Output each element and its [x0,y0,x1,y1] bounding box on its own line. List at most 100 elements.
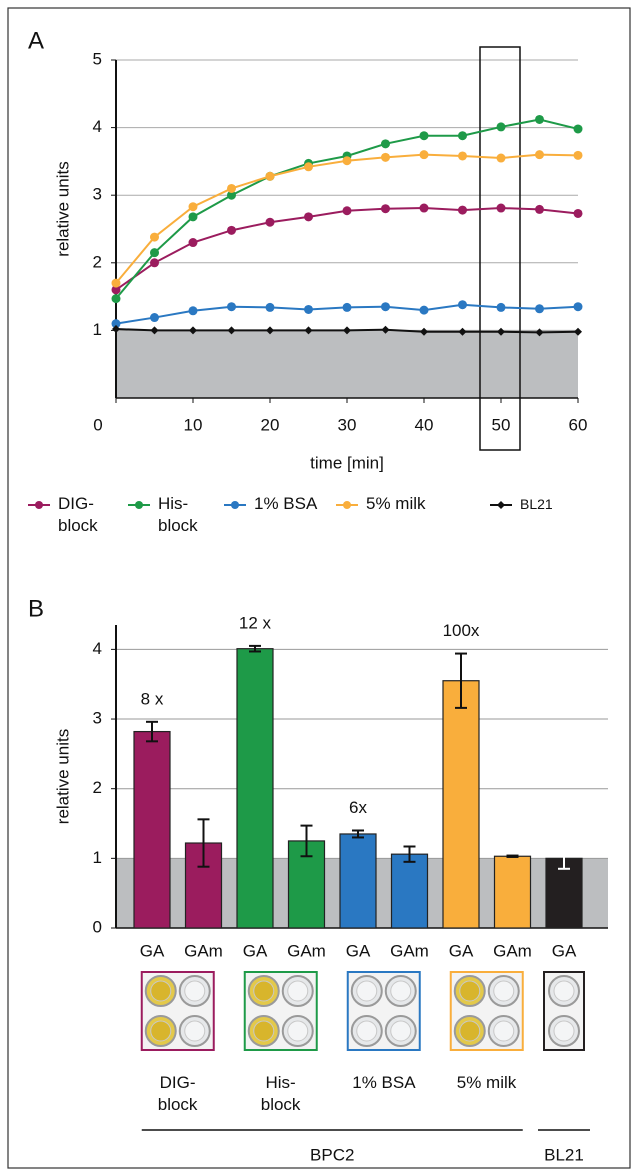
x-axis-label: time [min] [310,453,384,472]
point [150,313,159,322]
annotation: 100x [443,621,480,640]
point [574,302,583,311]
point [535,115,544,124]
x-tick-label: 10 [184,415,203,434]
x-tick-label: 20 [261,415,280,434]
well-inner [254,981,274,1001]
x-tick-label: GA [140,941,165,960]
point [150,248,159,257]
x-tick-label: GAm [493,941,532,960]
point [304,305,313,314]
bar [392,854,428,928]
well-inner [554,1021,574,1041]
legend-label: His-block [158,493,198,537]
point [497,122,506,131]
well-inner [554,981,574,1001]
point [304,212,313,221]
y-tick-label: 4 [93,639,102,658]
well-inner [185,981,205,1001]
y-axis-label: relative units [53,161,72,256]
point [420,150,429,159]
legend-label: BL21 [520,493,553,515]
group-label: DIG-block [158,1072,198,1116]
well-inner [357,981,377,1001]
well-inner [391,981,411,1001]
well-inner [460,1021,480,1041]
point [189,306,198,315]
point [381,204,390,213]
point [381,302,390,311]
point [266,218,275,227]
point [343,206,352,215]
point [381,139,390,148]
point [381,153,390,162]
point [574,124,583,133]
x-tick-label: GA [243,941,268,960]
well-inner [288,981,308,1001]
panel-label: B [28,595,44,622]
legend-marker [231,501,239,509]
point [420,204,429,213]
well-inner [151,981,171,1001]
well-inner [357,1021,377,1041]
legend-marker [343,501,351,509]
well-inner [254,1021,274,1041]
point [189,212,198,221]
bar [495,856,531,928]
point [574,151,583,160]
group-label: His-block [261,1072,301,1116]
well-inner [185,1021,205,1041]
point [266,172,275,181]
legend-marker [135,501,143,509]
y-axis-label: relative units [53,729,72,824]
x-tick-label: 0 [93,415,102,434]
point [535,150,544,159]
well-inner [151,1021,171,1041]
legend-label: DIG-block [58,493,98,537]
series-line [116,155,578,283]
x-tick-label: GAm [390,941,429,960]
x-tick-label: GAm [184,941,223,960]
point [343,303,352,312]
well-inner [391,1021,411,1041]
y-tick-label: 1 [93,848,102,867]
well-inner [460,981,480,1001]
y-tick-label: 2 [93,778,102,797]
strain-label: BPC2 [310,1145,354,1164]
legend-marker [497,501,505,509]
x-tick-label: 40 [415,415,434,434]
x-tick-label: GA [449,941,474,960]
legend-label: 5% milk [366,493,426,515]
shaded-band [116,330,578,398]
point [535,304,544,313]
group-label: 1% BSA [352,1072,415,1094]
point [150,258,159,267]
y-tick-label: 3 [93,709,102,728]
point [343,156,352,165]
y-tick-label: 0 [93,917,102,936]
panel-label: A [28,27,44,54]
point [304,162,313,171]
point [458,151,467,160]
point [227,302,236,311]
group-label: 5% milk [457,1072,517,1094]
point [420,306,429,315]
well-inner [494,1021,514,1041]
point [458,131,467,140]
bar [237,649,273,928]
point [535,205,544,214]
point [420,131,429,140]
x-tick-label: 50 [492,415,511,434]
point [189,238,198,247]
bar [340,834,376,928]
y-tick-label: 4 [93,117,102,136]
point [458,300,467,309]
x-tick-label: 60 [569,415,588,434]
annotation: 12 x [239,613,272,632]
series-line [116,208,578,290]
point [266,303,275,312]
bar [134,732,170,928]
x-tick-label: 30 [338,415,357,434]
x-tick-label: GAm [287,941,326,960]
point [574,209,583,218]
